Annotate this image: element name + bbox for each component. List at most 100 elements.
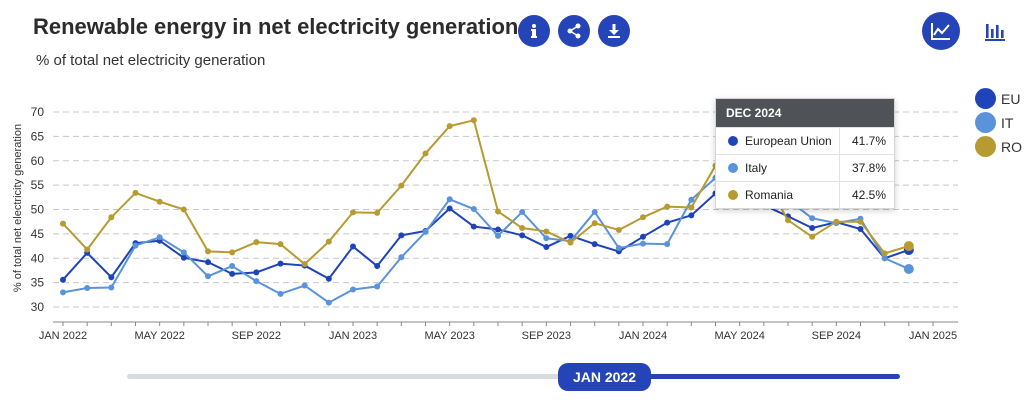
data-point[interactable]	[229, 270, 236, 277]
data-point[interactable]	[277, 241, 284, 248]
data-point[interactable]	[664, 203, 671, 210]
data-point[interactable]	[543, 228, 550, 235]
data-point[interactable]	[84, 284, 91, 291]
data-point[interactable]	[809, 233, 816, 240]
data-point[interactable]	[132, 242, 139, 249]
data-point[interactable]	[519, 232, 526, 239]
data-point[interactable]	[205, 248, 211, 255]
line-view-button[interactable]	[922, 12, 960, 50]
data-point[interactable]	[446, 196, 453, 203]
line-chart-icon	[931, 23, 950, 40]
data-point[interactable]	[180, 249, 187, 256]
data-point[interactable]	[833, 218, 840, 225]
data-point[interactable]	[350, 243, 356, 250]
data-point[interactable]	[398, 182, 405, 189]
data-point[interactable]	[640, 214, 646, 221]
data-point[interactable]	[325, 275, 332, 282]
data-point[interactable]	[446, 123, 453, 130]
data-point[interactable]	[567, 239, 574, 246]
data-point[interactable]	[60, 276, 66, 283]
data-point[interactable]	[470, 117, 477, 124]
data-point[interactable]	[156, 198, 163, 205]
data-point[interactable]	[470, 206, 477, 213]
data-point[interactable]	[446, 205, 453, 212]
data-point[interactable]	[664, 241, 671, 248]
data-point[interactable]	[374, 209, 381, 216]
data-point[interactable]	[591, 220, 598, 227]
data-point[interactable]	[495, 208, 501, 215]
data-point[interactable]	[350, 286, 356, 293]
data-point[interactable]	[903, 241, 914, 252]
data-point[interactable]	[543, 244, 550, 251]
time-slider-handle[interactable]: JAN 2022	[558, 363, 651, 391]
data-point[interactable]	[180, 254, 187, 261]
data-point[interactable]	[857, 218, 864, 225]
data-point[interactable]	[664, 219, 671, 226]
data-point[interactable]	[881, 255, 888, 262]
data-point[interactable]	[567, 232, 574, 239]
data-point[interactable]	[180, 206, 187, 213]
data-point[interactable]	[229, 263, 236, 270]
data-point[interactable]	[374, 283, 381, 290]
tooltip-title: DEC 2024	[716, 99, 894, 127]
data-point[interactable]	[108, 274, 115, 281]
legend-item-ro[interactable]: RO	[975, 136, 1022, 157]
data-point[interactable]	[688, 212, 695, 219]
bar-view-button[interactable]	[978, 12, 1012, 50]
data-point[interactable]	[253, 278, 260, 285]
data-point[interactable]	[495, 226, 501, 233]
data-point[interactable]	[543, 235, 550, 242]
time-slider-selected-range[interactable]	[560, 374, 900, 379]
data-point[interactable]	[60, 289, 66, 296]
data-point[interactable]	[470, 223, 477, 230]
data-point[interactable]	[205, 259, 211, 266]
data-point[interactable]	[398, 254, 405, 261]
data-point[interactable]	[277, 260, 284, 267]
data-point[interactable]	[857, 226, 864, 232]
data-point[interactable]	[495, 232, 501, 239]
data-point[interactable]	[519, 225, 526, 232]
data-point[interactable]	[301, 282, 308, 289]
data-point[interactable]	[277, 290, 284, 297]
data-point[interactable]	[422, 150, 429, 157]
data-point[interactable]	[156, 234, 163, 241]
data-point[interactable]	[325, 238, 332, 245]
data-point[interactable]	[903, 263, 914, 274]
data-point[interactable]	[615, 226, 622, 233]
data-point[interactable]	[108, 214, 115, 221]
legend-item-eu[interactable]: EU	[975, 88, 1020, 109]
share-button[interactable]	[558, 15, 590, 47]
data-point[interactable]	[205, 273, 211, 280]
y-tick-label: 35	[31, 276, 45, 290]
data-point[interactable]	[640, 240, 646, 247]
data-point[interactable]	[301, 261, 308, 268]
tooltip-series-name: Italy	[745, 161, 768, 175]
data-point[interactable]	[422, 228, 429, 235]
data-point[interactable]	[60, 220, 66, 227]
data-point[interactable]	[809, 215, 816, 222]
data-point[interactable]	[229, 249, 236, 256]
data-point[interactable]	[325, 299, 332, 306]
data-point[interactable]	[253, 269, 260, 276]
info-button[interactable]	[518, 15, 550, 47]
legend-item-it[interactable]: IT	[975, 112, 1013, 133]
data-point[interactable]	[132, 189, 139, 196]
data-point[interactable]	[108, 284, 115, 291]
data-point[interactable]	[253, 239, 260, 246]
data-point[interactable]	[591, 208, 598, 215]
data-point[interactable]	[374, 263, 381, 270]
data-point[interactable]	[688, 204, 695, 211]
data-point[interactable]	[519, 208, 526, 215]
data-point[interactable]	[591, 241, 598, 248]
download-button[interactable]	[598, 15, 630, 47]
data-point[interactable]	[785, 217, 791, 224]
data-point[interactable]	[398, 232, 405, 239]
data-point[interactable]	[881, 250, 888, 257]
time-slider-track[interactable]	[127, 374, 567, 379]
data-point[interactable]	[640, 233, 646, 240]
data-point[interactable]	[615, 245, 622, 252]
data-point[interactable]	[350, 209, 356, 216]
data-point[interactable]	[84, 246, 91, 253]
data-point[interactable]	[809, 225, 816, 232]
data-point[interactable]	[688, 196, 695, 203]
